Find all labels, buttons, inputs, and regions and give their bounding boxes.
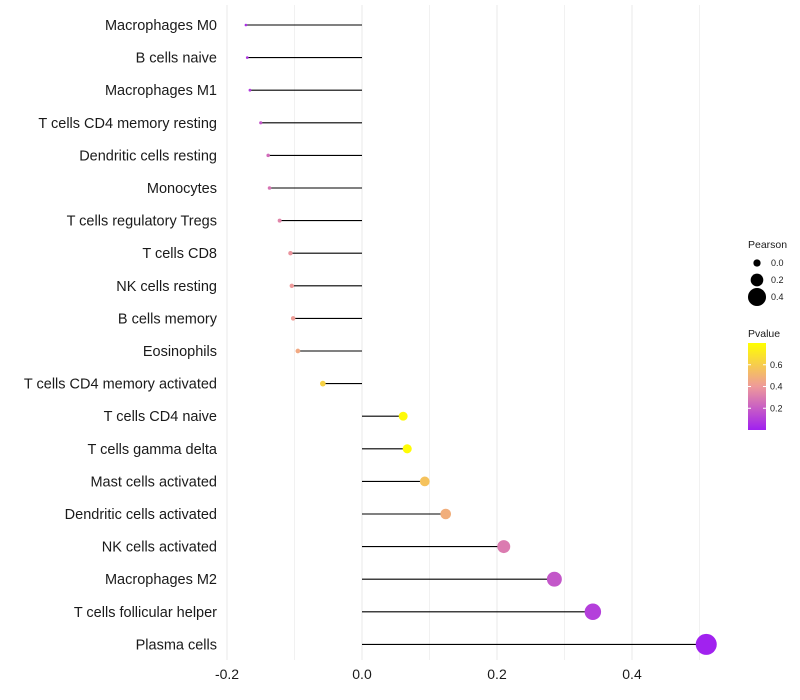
- legend-size-title: Pearson: [748, 239, 787, 251]
- x-tick-label: 0.0: [352, 666, 372, 682]
- data-point: [266, 153, 270, 158]
- grid-lines: [226, 5, 700, 660]
- category-label: Monocytes: [147, 181, 217, 197]
- category-label: Eosinophils: [143, 344, 217, 360]
- legend-size-label: 0.4: [771, 292, 784, 302]
- data-point: [584, 603, 602, 621]
- category-label: T cells CD4 naive: [104, 409, 217, 425]
- legend-size-label: 0.0: [771, 258, 784, 268]
- stem-lines: [245, 24, 707, 645]
- data-point: [402, 444, 412, 454]
- legend-color-label: 0.6: [770, 360, 783, 370]
- category-label: B cells memory: [118, 311, 218, 327]
- data-point: [546, 571, 562, 587]
- category-label: T cells CD8: [142, 246, 217, 262]
- legend-color-label: 0.4: [770, 382, 783, 392]
- data-point: [277, 218, 282, 223]
- category-label: T cells follicular helper: [74, 605, 217, 621]
- legend-size-key: [753, 259, 761, 267]
- x-tick-label: 0.2: [487, 666, 507, 682]
- data-point: [267, 186, 272, 190]
- category-label: T cells CD4 memory activated: [24, 377, 217, 393]
- legend-size-key: [750, 273, 764, 287]
- category-label: Mast cells activated: [90, 474, 217, 490]
- category-label: Plasma cells: [136, 637, 217, 653]
- x-tick-label: -0.2: [215, 666, 239, 682]
- category-label: NK cells resting: [116, 279, 217, 295]
- category-label: T cells gamma delta: [88, 442, 218, 458]
- category-label: Macrophages M0: [105, 18, 217, 34]
- category-label: B cells naive: [136, 51, 217, 67]
- data-point: [419, 476, 430, 487]
- category-label: NK cells activated: [102, 540, 217, 556]
- legend-color-label: 0.2: [770, 403, 783, 413]
- category-label: Macrophages M1: [105, 83, 217, 99]
- data-point: [497, 540, 511, 554]
- data-point: [245, 56, 249, 59]
- category-label: Macrophages M2: [105, 572, 217, 588]
- legend-color-title: Pvalue: [748, 328, 780, 340]
- data-point: [289, 283, 295, 289]
- data-point: [320, 380, 326, 387]
- data-point: [695, 633, 717, 655]
- category-label: T cells CD4 memory resting: [38, 116, 217, 132]
- legend-size-key: [747, 287, 767, 307]
- data-points: [244, 23, 717, 655]
- x-tick-label: 0.4: [622, 666, 642, 682]
- data-point: [290, 316, 296, 321]
- data-point: [244, 23, 248, 27]
- data-point: [295, 348, 301, 354]
- data-point: [288, 251, 293, 256]
- legend: Pearson 0.0 0.2 0.4 Pvalue 0.6 0.4 0.2: [747, 239, 787, 430]
- category-label: Dendritic cells activated: [65, 507, 217, 523]
- legend-color-bar: [748, 343, 766, 430]
- legend-size-label: 0.2: [771, 275, 784, 285]
- x-axis-ticks: -0.2 0.0 0.2 0.4: [215, 666, 642, 682]
- category-label: Dendritic cells resting: [79, 148, 217, 164]
- data-point: [398, 411, 408, 421]
- data-point: [440, 508, 452, 520]
- data-point: [248, 88, 252, 92]
- category-label: T cells regulatory Tregs: [67, 214, 217, 230]
- data-point: [259, 121, 263, 125]
- category-labels: Macrophages M0 B cells naive Macrophages M…: [24, 18, 218, 653]
